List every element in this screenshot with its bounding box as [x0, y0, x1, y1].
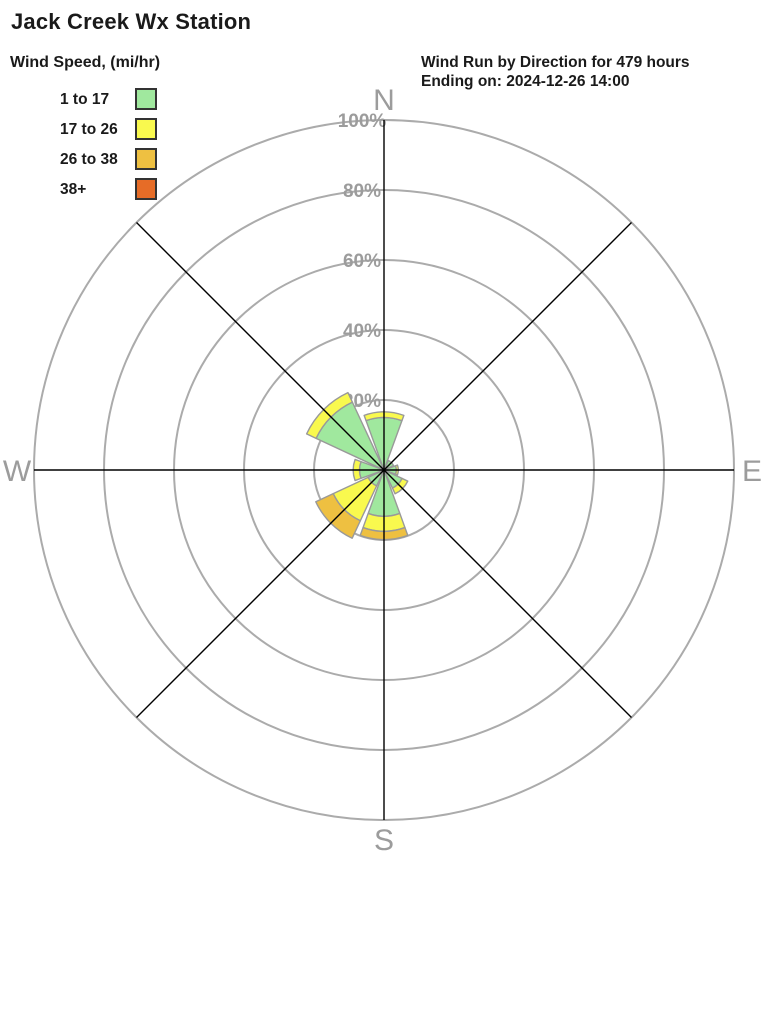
- ring-label-40: 40%: [343, 321, 381, 342]
- ring-label-80: 80%: [343, 181, 381, 202]
- legend-item-label: 38+: [60, 181, 87, 198]
- legend-swatch-gold: [135, 148, 157, 170]
- plot-title: Wind Run by Direction for 479 hours: [421, 54, 690, 71]
- plot-title-block: Wind Run by Direction for 479 hours Endi…: [421, 53, 761, 91]
- legend-title: Wind Speed, (mi/hr): [10, 54, 161, 71]
- compass-labels: N E S W: [3, 84, 762, 857]
- compass-label-N: N: [373, 84, 395, 117]
- page-title: Jack Creek Wx Station: [11, 9, 252, 34]
- legend-item-label: 17 to 26: [60, 121, 118, 138]
- ring-labels: 20%40%60%80%100%: [338, 111, 387, 412]
- compass-label-W: W: [3, 455, 32, 488]
- legend-swatch-green: [135, 88, 157, 110]
- ring-label-100: 100%: [338, 111, 387, 132]
- plot-subtitle: Ending on: 2024-12-26 14:00: [421, 73, 630, 90]
- legend-item-label: 26 to 38: [60, 151, 118, 168]
- legend-item-label: 1 to 17: [60, 91, 110, 108]
- legend-swatch-yellow: [135, 118, 157, 140]
- legend-swatch-orange: [135, 178, 157, 200]
- ring-label-60: 60%: [343, 251, 381, 272]
- spoke-135: [136, 222, 632, 718]
- compass-label-E: E: [742, 455, 762, 488]
- spokes: [34, 120, 734, 820]
- petals: [305, 391, 409, 541]
- compass-label-S: S: [374, 824, 394, 857]
